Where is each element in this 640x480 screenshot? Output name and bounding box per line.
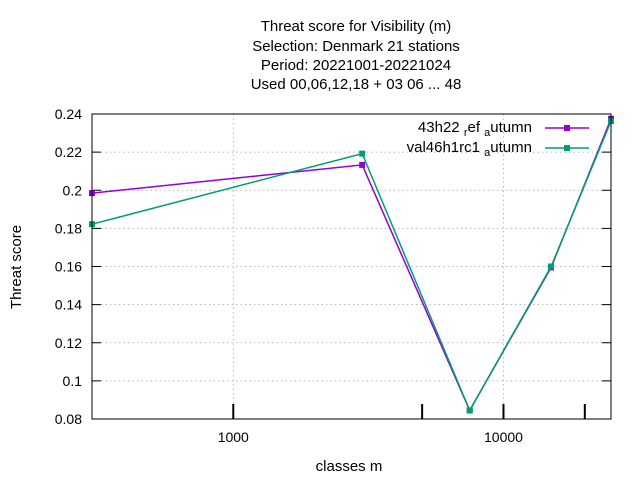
data-point-series-1 xyxy=(359,161,366,168)
title-line-1: Threat score for Visibility (m) xyxy=(261,18,452,35)
y-axis-label: Threat score xyxy=(8,225,25,309)
legend-marker-series-2 xyxy=(564,145,570,151)
chart-title: Threat score for Visibility (m) Selectio… xyxy=(251,18,462,93)
data-point-series-2 xyxy=(359,150,366,157)
plot-border xyxy=(91,113,612,420)
title-line-4: Used 00,06,12,18 + 03 06 ... 48 xyxy=(251,76,462,93)
series-line-1 xyxy=(91,118,612,413)
series-line-2 xyxy=(91,120,612,413)
y-tick-label: 0.08 xyxy=(55,411,82,427)
legend-label-series-2: val46h1rc1 autumn xyxy=(407,139,532,159)
title-line-2: Selection: Denmark 21 stations xyxy=(252,38,460,55)
y-tick-label: 0.18 xyxy=(55,220,82,236)
x-tick-label: 10000 xyxy=(484,429,523,445)
series-lines xyxy=(89,115,614,414)
y-tick-label: 0.12 xyxy=(55,335,82,351)
y-tick-label: 0.16 xyxy=(55,259,82,275)
legend-marker-series-1 xyxy=(564,125,570,131)
y-tick-label: 0.2 xyxy=(63,182,83,198)
data-point-series-2 xyxy=(466,407,473,414)
x-axis-label: classes m xyxy=(316,458,383,475)
title-line-3: Period: 20221001-20221024 xyxy=(261,57,451,74)
axis-ticks: 0.08 0.1 0.12 0.14 0.16 0.18 0.2 0.22 0.24 1000 10… xyxy=(55,106,611,445)
data-point-series-2 xyxy=(548,263,555,270)
y-tick-label: 0.14 xyxy=(55,297,82,313)
y-tick-label: 0.24 xyxy=(55,106,82,122)
legend-label-series-1: 43h22 ref autumn xyxy=(418,119,532,139)
grid-lines xyxy=(92,114,611,419)
y-tick-label: 0.22 xyxy=(55,144,82,160)
legend: 43h22 ref autumn val46h1rc1 autumn xyxy=(407,119,589,159)
y-tick-label: 0.1 xyxy=(63,373,83,389)
x-tick-label: 1000 xyxy=(218,429,249,445)
